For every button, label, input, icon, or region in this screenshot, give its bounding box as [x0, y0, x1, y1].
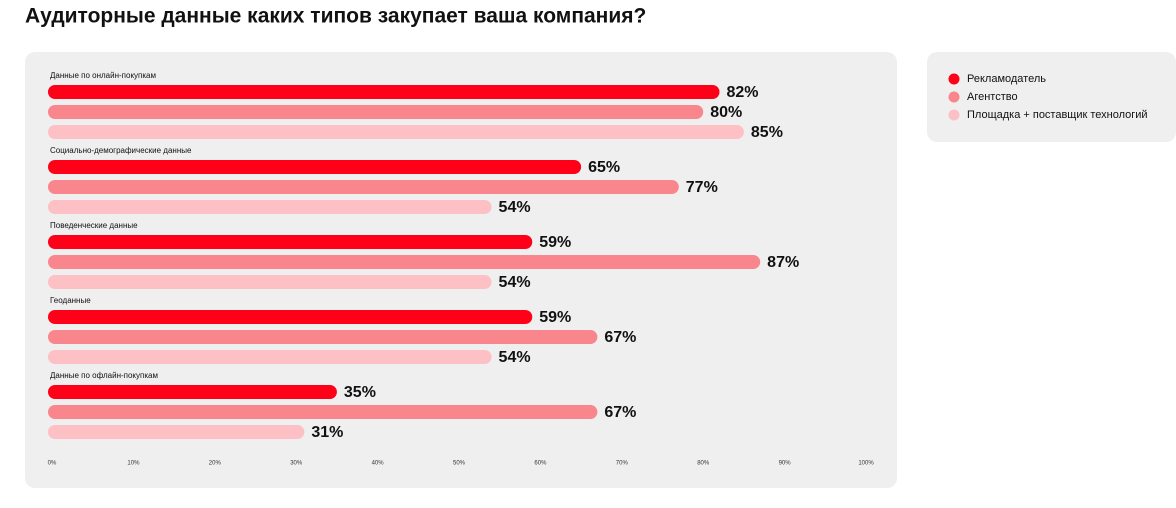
legend-panel: [927, 52, 1176, 142]
bar: [48, 180, 679, 194]
bar: [48, 385, 337, 399]
legend-label: Рекламодатель: [967, 73, 1046, 85]
bar: [48, 200, 492, 214]
x-tick-label: 90%: [779, 461, 792, 467]
bar: [48, 105, 704, 119]
value-label: 31%: [311, 424, 343, 441]
bar: [48, 310, 533, 324]
bar: [48, 125, 744, 139]
category-label: Данные по онлайн-покупкам: [50, 71, 156, 80]
bar: [48, 425, 305, 439]
value-label: 54%: [499, 199, 531, 216]
value-label: 59%: [539, 309, 571, 326]
value-label: 54%: [499, 349, 531, 366]
x-tick-label: 10%: [127, 461, 140, 467]
legend-swatch: [948, 91, 960, 103]
x-tick-label: 70%: [616, 461, 629, 467]
category-label: Данные по офлайн-покупкам: [50, 371, 158, 380]
x-tick-label: 40%: [372, 461, 385, 467]
x-tick-label: 20%: [209, 461, 222, 467]
x-tick-label: 100%: [858, 461, 874, 467]
x-tick-label: 0%: [48, 461, 57, 467]
value-label: 80%: [710, 104, 742, 121]
category-label: Геоданные: [50, 296, 91, 305]
legend-label: Агентство: [967, 91, 1018, 103]
value-label: 59%: [539, 234, 571, 251]
category-label: Социально-демографические данные: [50, 146, 192, 155]
x-tick-label: 50%: [453, 461, 466, 467]
bar: [48, 85, 720, 99]
bar: [48, 160, 582, 174]
legend-label: Площадка + поставщик технологий: [967, 109, 1148, 121]
value-label: 77%: [686, 179, 718, 196]
bar: [48, 275, 492, 289]
bar: [48, 405, 598, 419]
x-tick-label: 30%: [290, 461, 303, 467]
category-label: Поведенческие данные: [50, 221, 138, 230]
bar: [48, 255, 761, 269]
value-label: 35%: [344, 384, 376, 401]
x-tick-label: 60%: [534, 461, 547, 467]
x-tick-label: 80%: [697, 461, 710, 467]
bar: [48, 235, 533, 249]
value-label: 85%: [751, 124, 783, 141]
value-label: 54%: [499, 274, 531, 291]
value-label: 67%: [604, 404, 636, 421]
value-label: 82%: [726, 84, 758, 101]
bar: [48, 330, 598, 344]
legend-swatch: [948, 73, 960, 85]
value-label: 67%: [604, 329, 636, 346]
chart-title: Аудиторные данные каких типов закупает в…: [25, 5, 646, 28]
value-label: 65%: [588, 159, 620, 176]
legend-swatch: [948, 109, 960, 121]
bar: [48, 350, 492, 364]
value-label: 87%: [767, 254, 799, 271]
